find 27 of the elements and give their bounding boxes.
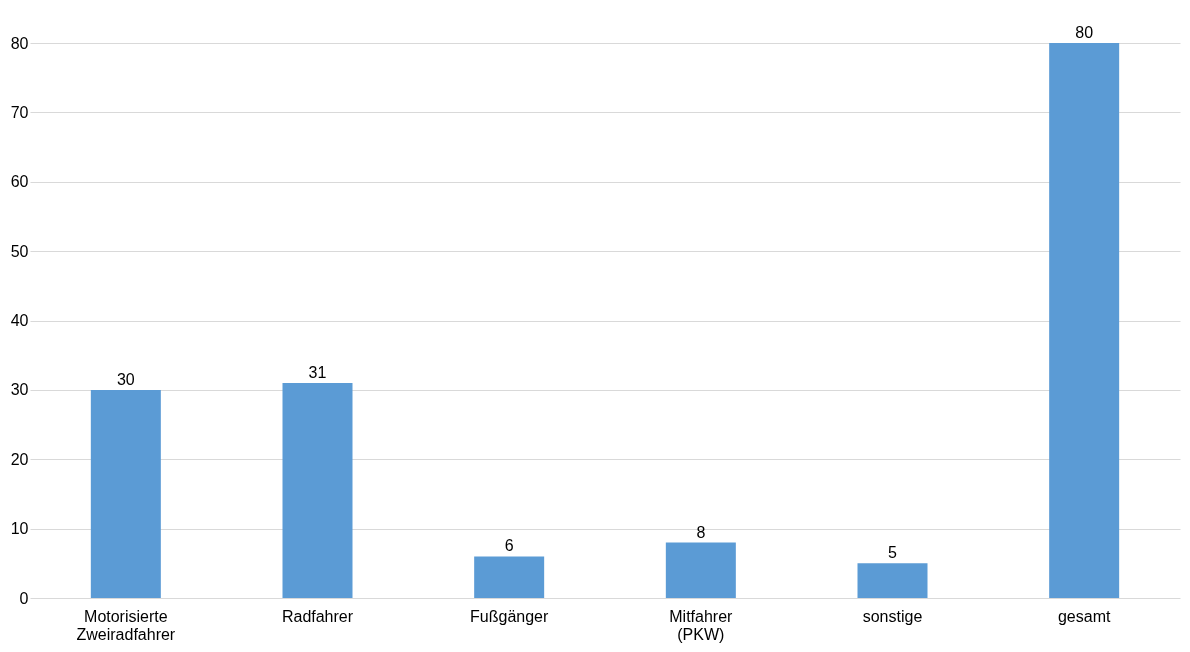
y-tick-label: 40 <box>10 312 29 329</box>
x-tick-label: Fußgänger <box>470 607 549 625</box>
y-tick-label: 80 <box>10 34 29 52</box>
y-tick-label: 0 <box>19 589 29 607</box>
y-tick-label: 30 <box>10 381 29 399</box>
data-label: 8 <box>696 523 706 541</box>
y-tick-label: 10 <box>10 520 29 538</box>
x-tick-label: gesamt <box>1057 607 1111 625</box>
x-tick-label: Motorisierte Zweiradfahrer <box>76 607 176 643</box>
y-tick-label: 20 <box>10 450 29 468</box>
data-label: 80 <box>1075 24 1094 41</box>
y-tick-label: 50 <box>10 242 29 260</box>
bar <box>90 389 161 598</box>
bar <box>282 382 353 598</box>
x-tick-label: Mitfahrer (PKW) <box>669 607 734 643</box>
x-tick-label: Radfahrer <box>281 607 354 625</box>
data-label: 30 <box>116 370 135 388</box>
y-tick-label: 70 <box>10 103 29 121</box>
bar <box>857 563 928 598</box>
bar <box>1049 43 1120 598</box>
bar <box>665 542 736 598</box>
data-label: 31 <box>308 363 327 381</box>
y-tick-label: 60 <box>10 173 29 191</box>
x-tick-label: sonstige <box>862 607 923 625</box>
data-label: 6 <box>504 537 514 555</box>
data-label: 5 <box>888 544 898 562</box>
bar <box>474 556 545 598</box>
